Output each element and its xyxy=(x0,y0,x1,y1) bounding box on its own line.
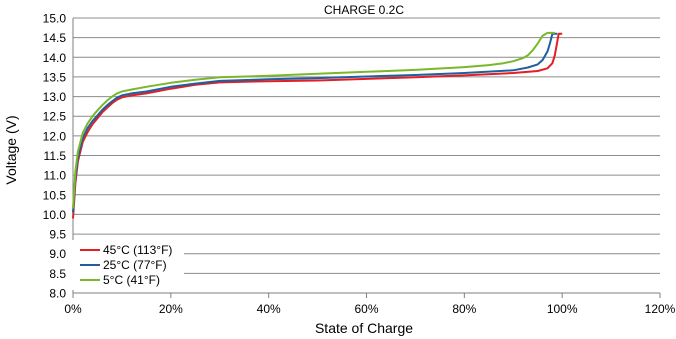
x-tick-label: 120% xyxy=(645,302,676,316)
chart-title: CHARGE 0.2C xyxy=(324,3,404,17)
y-tick-label: 12.0 xyxy=(43,129,67,143)
x-tick-labels: 0% 20% 40% 60% 80% 100% 120% xyxy=(64,302,675,316)
grid-lines xyxy=(73,17,660,274)
y-tick-label: 9.0 xyxy=(49,247,66,261)
y-tick-label: 11.0 xyxy=(44,169,67,183)
x-tick-label: 0% xyxy=(64,302,82,316)
y-tick-label: 15.0 xyxy=(43,12,67,26)
y-tick-label: 8.0 xyxy=(49,287,66,301)
y-tick-label: 14.5 xyxy=(43,31,67,45)
legend: 45°C (113°F)25°C (77°F)5°C (41°F) xyxy=(68,240,184,290)
series-line-1 xyxy=(72,32,558,213)
x-axis-label: State of Charge xyxy=(315,320,413,336)
legend-label: 25°C (77°F) xyxy=(103,258,167,272)
y-tick-label: 10.5 xyxy=(43,188,67,202)
series-line-0 xyxy=(72,32,563,219)
y-tick-labels: 8.0 8.5 9.0 9.5 10.0 10.5 11.0 11.5 12.0 12.5 13.0… xyxy=(43,12,67,301)
y-tick-label: 12.5 xyxy=(43,110,67,124)
series-line-2 xyxy=(72,31,555,209)
x-tick-label: 100% xyxy=(547,302,578,316)
y-tick-label: 13.5 xyxy=(43,70,67,84)
y-tick-label: 8.5 xyxy=(49,267,66,281)
x-tick-label: 60% xyxy=(354,302,378,316)
legend-label: 45°C (113°F) xyxy=(103,243,172,257)
y-tick-label: 10.0 xyxy=(43,208,67,222)
y-tick-label: 11.5 xyxy=(44,149,67,163)
series-lines xyxy=(72,31,563,219)
y-tick-label: 9.5 xyxy=(49,228,66,242)
x-tick-label: 80% xyxy=(452,302,476,316)
x-tick-label: 20% xyxy=(159,302,183,316)
y-axis-label: Voltage (V) xyxy=(3,115,19,184)
x-tick-label: 40% xyxy=(257,302,281,316)
y-tick-label: 14.0 xyxy=(43,51,67,65)
legend-label: 5°C (41°F) xyxy=(103,273,160,287)
y-tick-label: 13.0 xyxy=(43,90,67,104)
